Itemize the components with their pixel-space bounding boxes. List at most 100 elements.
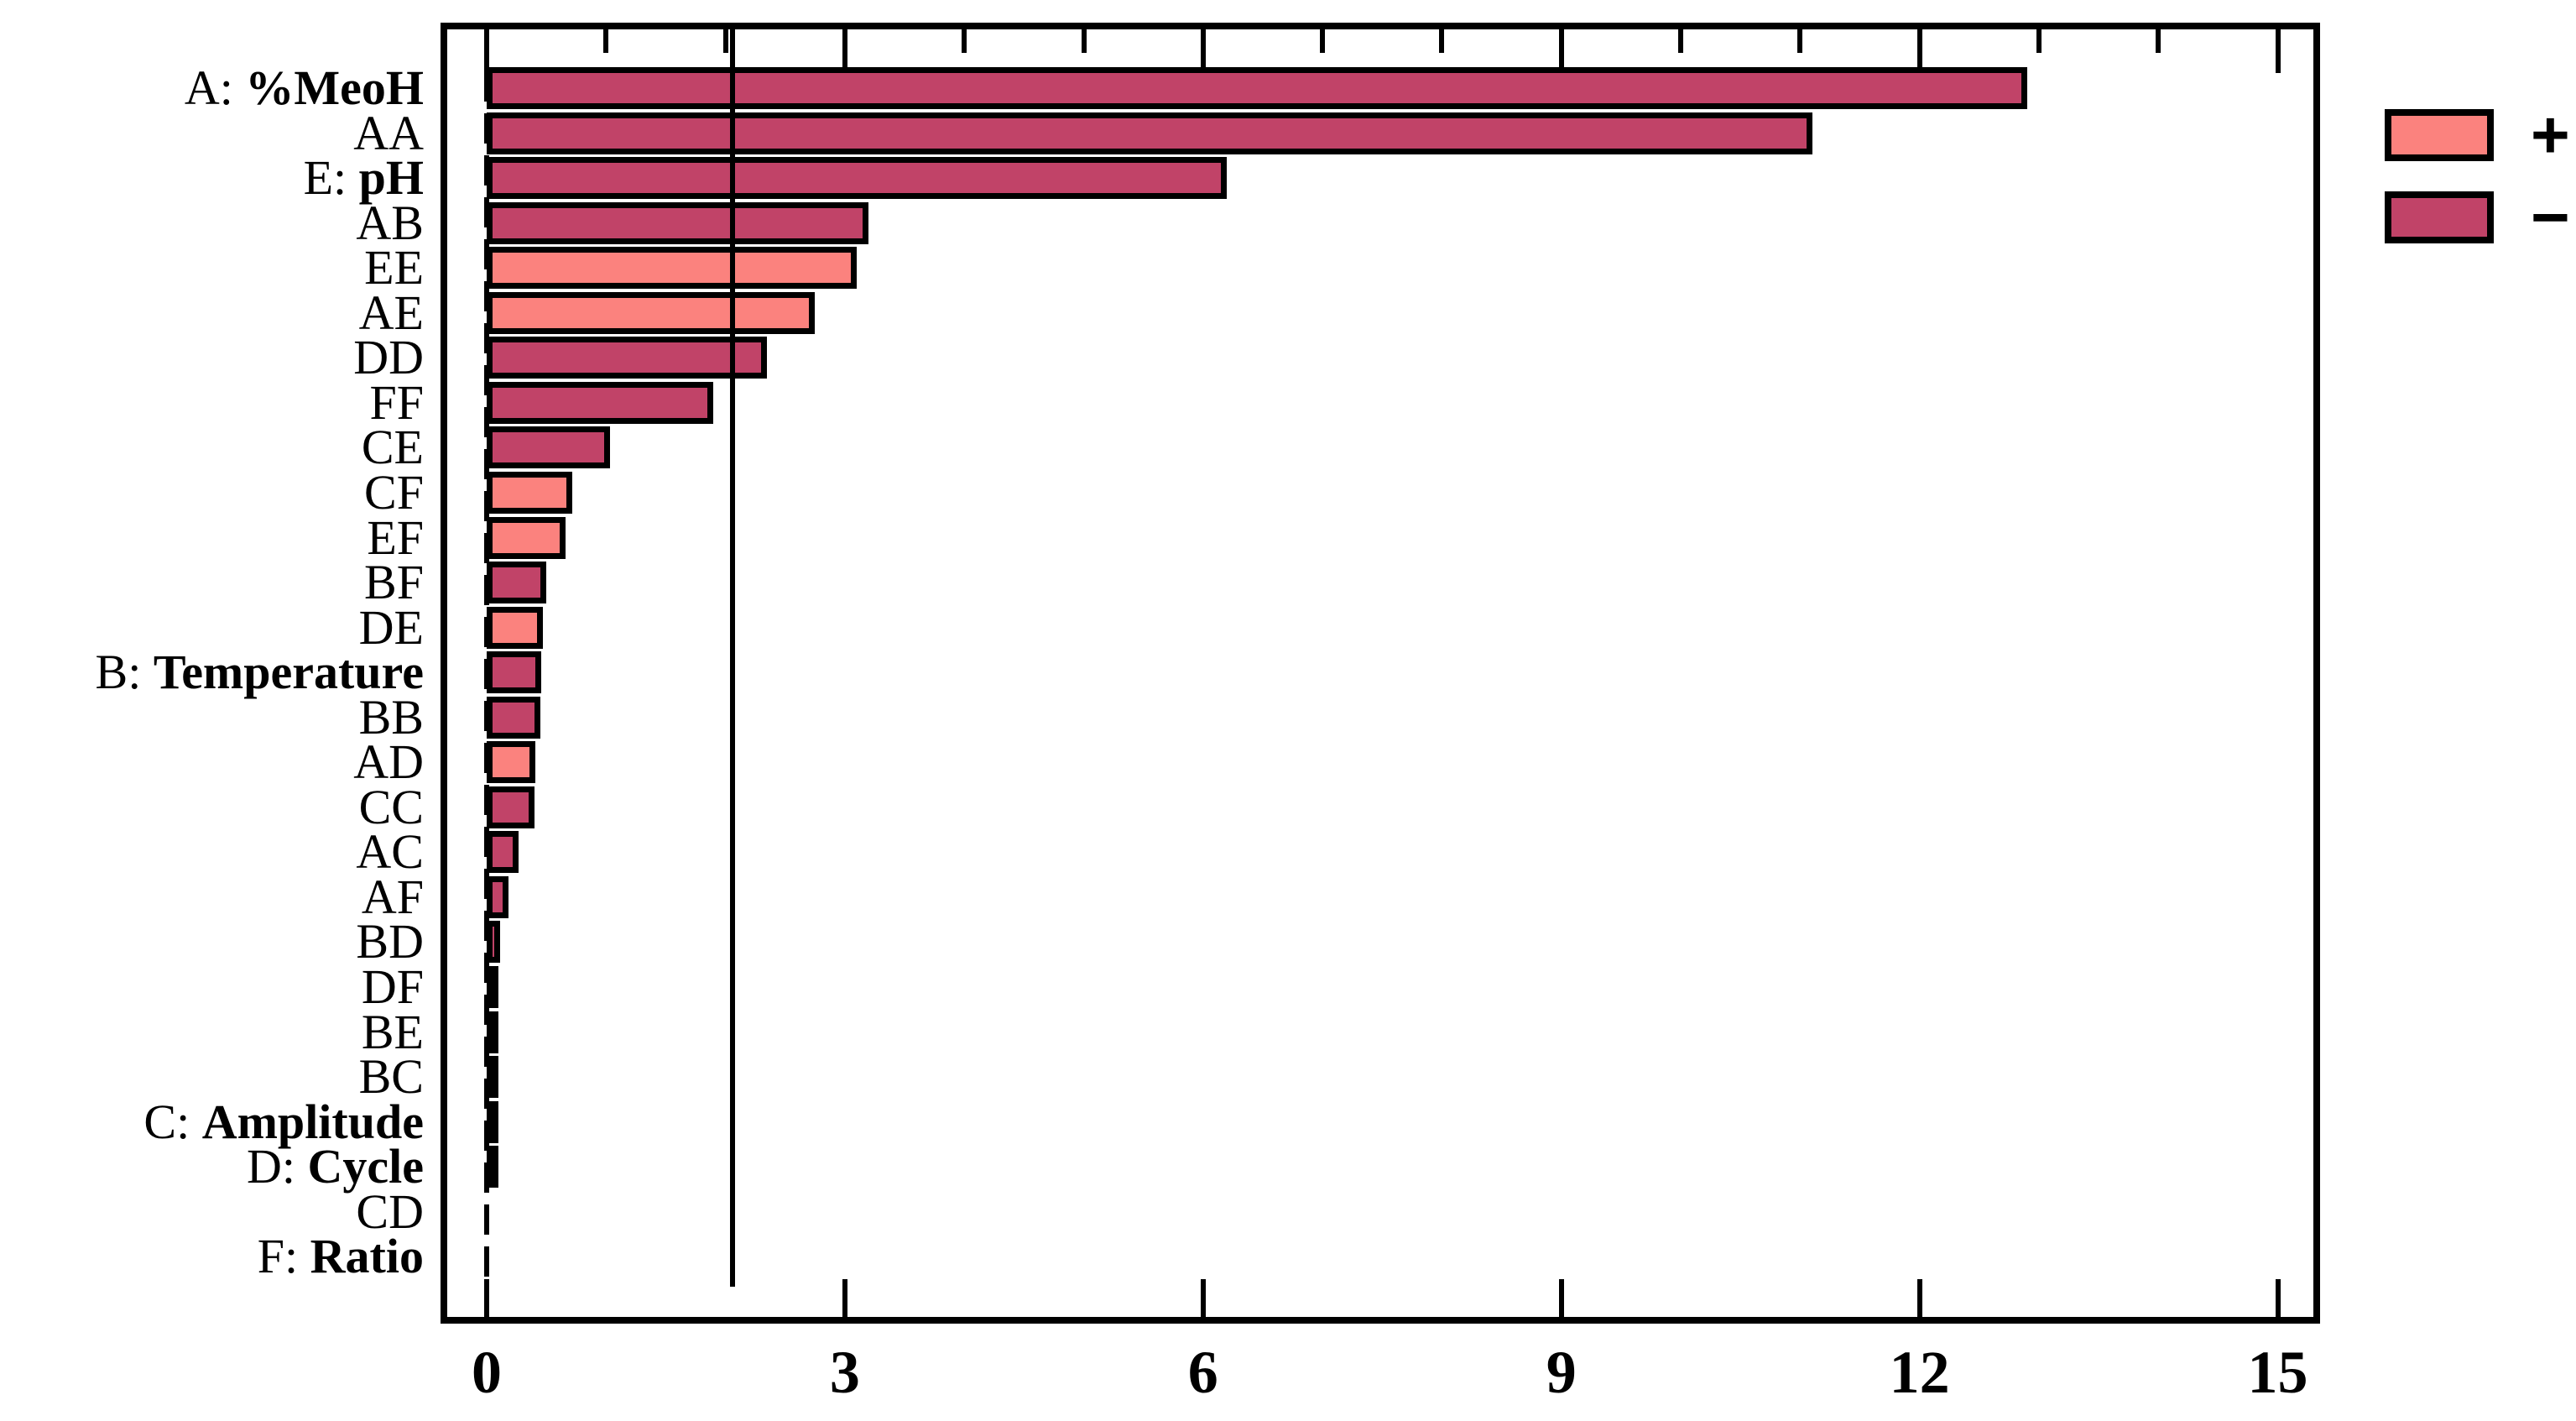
- y-axis-label-BC: BC: [0, 1053, 424, 1101]
- bar-DD: [487, 337, 768, 379]
- x-major-tick-bottom: [1916, 1279, 1922, 1317]
- x-minor-tick-top: [1439, 29, 1445, 53]
- y-label-prefix: AC: [356, 824, 424, 880]
- y-label-prefix: AD: [353, 734, 424, 790]
- y-label-prefix: CF: [364, 464, 424, 520]
- x-major-tick-top: [1200, 29, 1206, 73]
- y-axis-label-AF: AF: [0, 872, 424, 922]
- bar-DF: [487, 966, 499, 1008]
- bar-BD: [487, 921, 500, 964]
- y-axis-label-CC: CC: [0, 779, 424, 834]
- bar-E-pH: [487, 157, 1228, 200]
- y-label-prefix: B:: [95, 645, 154, 700]
- y-axis-label-DF: DF: [0, 963, 424, 1011]
- x-minor-tick-top: [2036, 29, 2042, 53]
- legend-entry-positive: +: [2385, 102, 2570, 169]
- plot-area: [441, 23, 2320, 1324]
- bar-FF: [487, 381, 714, 424]
- bar-CF: [487, 471, 573, 514]
- x-major-tick-bottom: [484, 1279, 489, 1317]
- bar-A-MeoH: [487, 67, 2027, 109]
- legend-swatch-negative: [2385, 191, 2494, 243]
- y-axis-label-CD: CD: [0, 1187, 424, 1236]
- x-tick-label-9: 9: [1546, 1339, 1577, 1406]
- y-label-prefix: DE: [358, 599, 424, 655]
- y-label-name: pH: [358, 150, 424, 206]
- bar-AE: [487, 291, 816, 334]
- x-major-tick-top: [2275, 29, 2281, 73]
- x-minor-tick-top: [603, 29, 609, 53]
- x-tick-label-6: 6: [1187, 1339, 1218, 1406]
- x-minor-tick-top: [2156, 29, 2161, 53]
- y-label-prefix: CE: [361, 420, 424, 475]
- bar-D-Cycle: [487, 1146, 498, 1189]
- x-tick-label-3: 3: [829, 1339, 860, 1406]
- x-minor-tick-top: [1320, 29, 1326, 53]
- bar-CE: [487, 426, 610, 469]
- y-label-name: Temperature: [153, 645, 424, 700]
- significance-threshold-line: [730, 29, 736, 1287]
- y-label-prefix: F:: [257, 1229, 310, 1284]
- bar-B-Temperature: [487, 651, 542, 694]
- legend-label-negative: −: [2531, 180, 2570, 254]
- y-label-prefix: BB: [358, 689, 424, 744]
- y-axis-label-AB: AB: [0, 195, 424, 250]
- bar-AC: [487, 831, 519, 874]
- y-label-prefix: EF: [367, 509, 424, 565]
- y-label-prefix: AE: [358, 285, 424, 340]
- y-label-name: Ratio: [310, 1229, 424, 1284]
- y-axis-label-CE: CE: [0, 423, 424, 472]
- y-label-name: Cycle: [307, 1139, 425, 1194]
- y-axis-label-F-Ratio: F: Ratio: [0, 1232, 424, 1281]
- legend-entry-negative: −: [2385, 180, 2570, 254]
- bar-BF: [487, 562, 547, 604]
- bar-EF: [487, 516, 566, 559]
- y-axis-label-E-pH: E: pH: [0, 154, 424, 202]
- y-label-prefix: CD: [356, 1183, 424, 1239]
- x-minor-tick-top: [1081, 29, 1087, 53]
- y-label-prefix: AB: [356, 195, 424, 250]
- x-minor-tick-top: [1678, 29, 1683, 53]
- bar-EE: [487, 247, 858, 290]
- y-label-prefix: BC: [358, 1049, 424, 1105]
- y-label-name: %MeoH: [245, 60, 424, 115]
- y-label-prefix: AA: [353, 105, 424, 160]
- bar-AF: [487, 875, 508, 918]
- y-axis-label-B-Temperature: B: Temperature: [0, 648, 424, 697]
- y-label-prefix: EE: [364, 240, 424, 295]
- y-axis-label-BF: BF: [0, 558, 424, 607]
- bar-BB: [487, 696, 541, 739]
- y-axis-label-D-Cycle: D: Cycle: [0, 1142, 424, 1191]
- bar-AA: [487, 112, 1812, 154]
- y-axis-label-BD: BD: [0, 917, 424, 966]
- y-axis-label-AC: AC: [0, 828, 424, 876]
- y-axis-label-CF: CF: [0, 468, 424, 517]
- x-major-tick-top: [1916, 29, 1922, 73]
- y-axis-label-A-MeoH: A: %MeoH: [0, 64, 424, 112]
- x-tick-label-15: 15: [2247, 1339, 2308, 1406]
- x-major-tick-bottom: [1558, 1279, 1564, 1317]
- bar-BE: [487, 1011, 498, 1053]
- y-axis-label-FF: FF: [0, 378, 424, 427]
- y-axis-label-AE: AE: [0, 288, 424, 337]
- y-axis-label-AD: AD: [0, 738, 424, 786]
- legend: + −: [2385, 102, 2570, 274]
- y-label-prefix: CC: [358, 779, 424, 834]
- y-label-prefix: D:: [247, 1139, 308, 1194]
- legend-swatch-positive: [2385, 109, 2494, 161]
- y-axis-label-AA: AA: [0, 105, 424, 160]
- x-major-tick-bottom: [1200, 1279, 1206, 1317]
- y-label-prefix: BD: [356, 914, 424, 969]
- x-major-tick-bottom: [2275, 1279, 2281, 1317]
- bar-BC: [487, 1056, 498, 1099]
- bar-DE: [487, 606, 543, 649]
- x-major-tick-top: [842, 29, 847, 73]
- y-label-prefix: A:: [184, 60, 246, 115]
- y-axis-label-BE: BE: [0, 1007, 424, 1057]
- x-major-tick-bottom: [842, 1279, 847, 1317]
- bar-CC: [487, 786, 534, 828]
- x-minor-tick-top: [722, 29, 728, 53]
- bar-C-Amplitude: [487, 1100, 498, 1143]
- y-label-prefix: DD: [353, 330, 424, 385]
- x-major-tick-top: [484, 29, 489, 73]
